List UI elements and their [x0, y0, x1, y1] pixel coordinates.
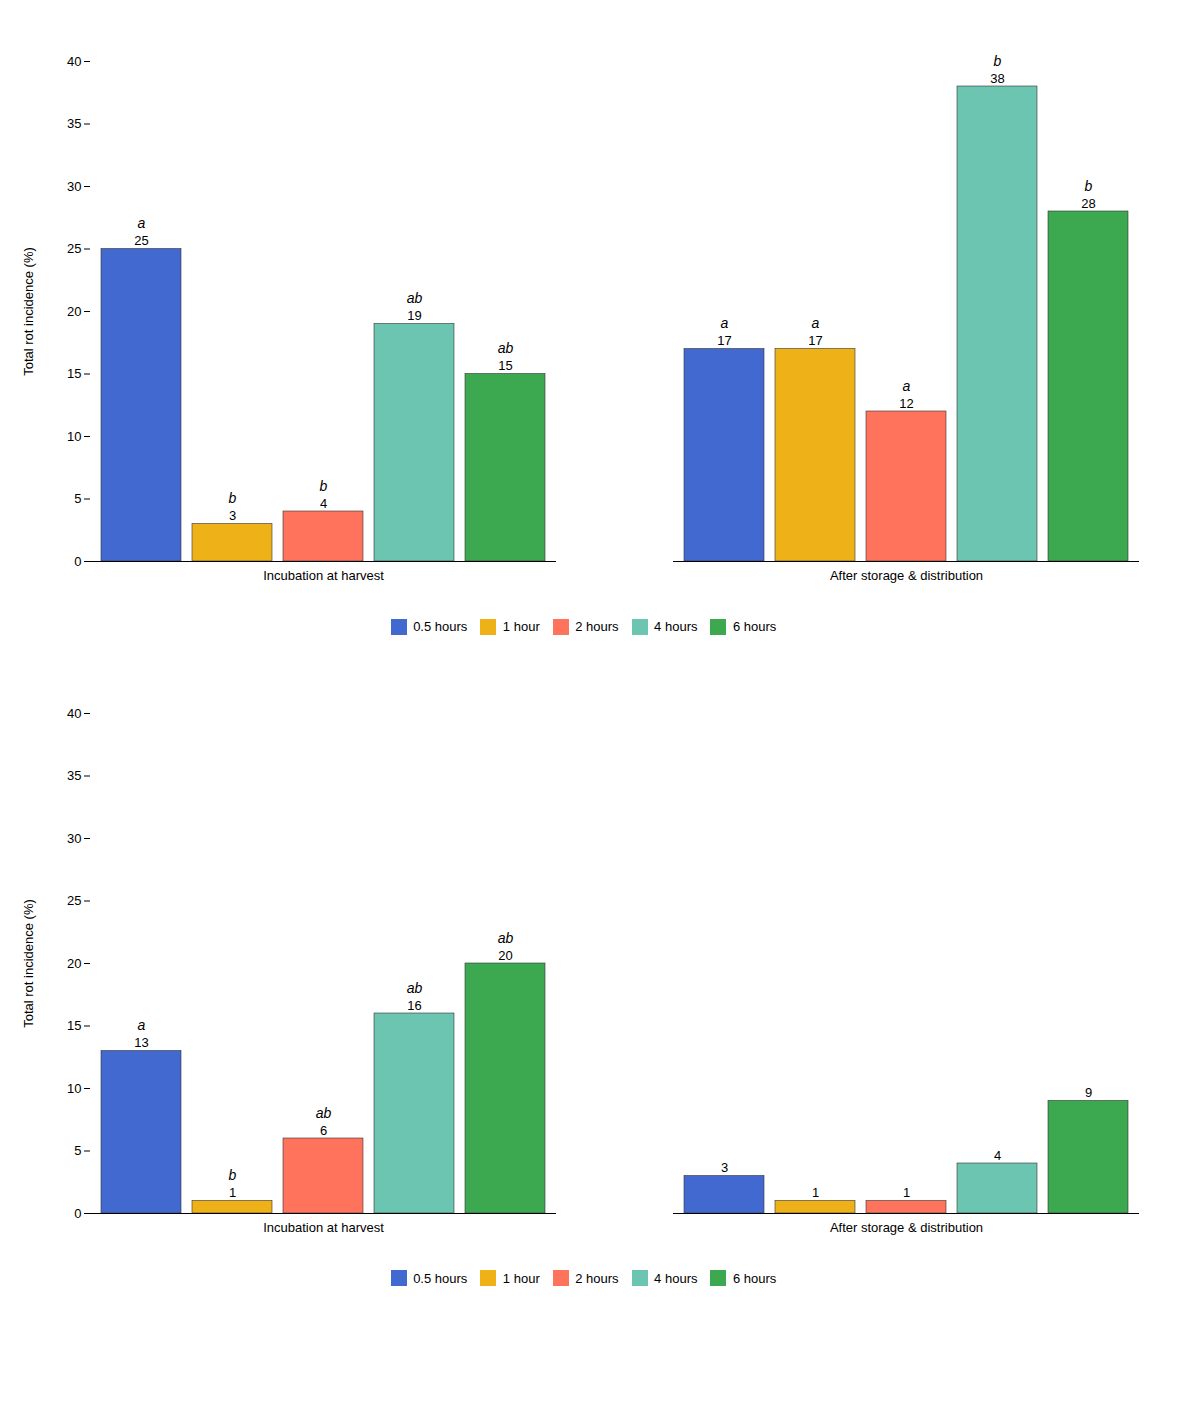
svg-text:1: 1	[812, 1185, 819, 1200]
svg-text:15: 15	[67, 366, 81, 381]
svg-text:0: 0	[74, 1205, 81, 1220]
svg-text:35: 35	[67, 768, 81, 783]
svg-text:25: 25	[134, 233, 148, 248]
svg-text:15: 15	[67, 1018, 81, 1033]
svg-text:b: b	[994, 53, 1002, 69]
svg-text:16: 16	[407, 997, 421, 1012]
svg-text:25: 25	[67, 241, 81, 256]
svg-text:25: 25	[67, 893, 81, 908]
svg-text:10: 10	[67, 429, 81, 444]
svg-text:17: 17	[808, 333, 822, 348]
svg-text:Incubation at harvest: Incubation at harvest	[263, 1219, 384, 1234]
svg-text:4: 4	[320, 496, 327, 511]
svg-text:1: 1	[229, 1185, 236, 1200]
svg-text:After storage & distribution: After storage & distribution	[830, 568, 983, 583]
svg-text:a: a	[903, 378, 911, 394]
svg-text:30: 30	[67, 179, 81, 194]
html-text:2 hours: 2 hours	[575, 1270, 619, 1286]
svg-text:Incubation at harvest: Incubation at harvest	[263, 568, 384, 583]
html-text:0.5 hours: 0.5 hours	[413, 619, 468, 634]
svg-text:b: b	[1085, 178, 1093, 194]
svg-text:b: b	[229, 490, 237, 506]
svg-text:a: a	[721, 315, 729, 331]
svg-text:28: 28	[1081, 196, 1095, 211]
html-text:0.5 hours: 0.5 hours	[413, 1270, 468, 1286]
svg-text:After storage & distribution: After storage & distribution	[830, 1219, 983, 1234]
svg-text:0: 0	[74, 554, 81, 569]
svg-text:35: 35	[67, 116, 81, 131]
svg-text:ab: ab	[407, 290, 423, 306]
svg-text:5: 5	[74, 1143, 81, 1158]
svg-text:17: 17	[717, 333, 731, 348]
svg-text:b: b	[320, 478, 328, 494]
svg-text:ab: ab	[498, 929, 514, 945]
svg-text:a: a	[138, 215, 146, 231]
svg-text:ab: ab	[498, 340, 514, 356]
svg-text:9: 9	[1085, 1085, 1092, 1100]
html-text:1 hour: 1 hour	[502, 1270, 540, 1286]
html-text:4 hours: 4 hours	[654, 619, 698, 634]
svg-text:4: 4	[994, 1147, 1001, 1162]
html-text:2 hours: 2 hours	[575, 619, 619, 634]
svg-text:12: 12	[899, 396, 913, 411]
svg-text:a: a	[138, 1017, 146, 1033]
svg-text:10: 10	[67, 1080, 81, 1095]
svg-text:Total rot incidence (%): Total rot incidence (%)	[21, 899, 36, 1028]
svg-text:5: 5	[74, 491, 81, 506]
svg-text:38: 38	[990, 71, 1004, 86]
html-text:4 hours: 4 hours	[654, 1270, 698, 1286]
svg-text:3: 3	[721, 1160, 728, 1175]
svg-text:20: 20	[67, 304, 81, 319]
svg-text:19: 19	[407, 308, 421, 323]
svg-text:Total rot incidence (%): Total rot incidence (%)	[21, 247, 36, 376]
svg-text:40: 40	[67, 54, 81, 69]
svg-text:ab: ab	[316, 1104, 332, 1120]
svg-text:40: 40	[67, 705, 81, 720]
svg-text:ab: ab	[407, 979, 423, 995]
html-text:1 hour: 1 hour	[502, 619, 540, 634]
svg-text:20: 20	[67, 955, 81, 970]
svg-text:a: a	[812, 315, 820, 331]
html-text:6 hours: 6 hours	[733, 1270, 777, 1286]
svg-text:1: 1	[903, 1185, 910, 1200]
svg-text:3: 3	[229, 508, 236, 523]
svg-text:6: 6	[320, 1122, 327, 1137]
html-text:6 hours: 6 hours	[733, 619, 777, 634]
svg-text:b: b	[229, 1167, 237, 1183]
svg-text:30: 30	[67, 830, 81, 845]
svg-text:15: 15	[498, 358, 512, 373]
svg-text:20: 20	[498, 947, 512, 962]
svg-text:13: 13	[134, 1035, 148, 1050]
